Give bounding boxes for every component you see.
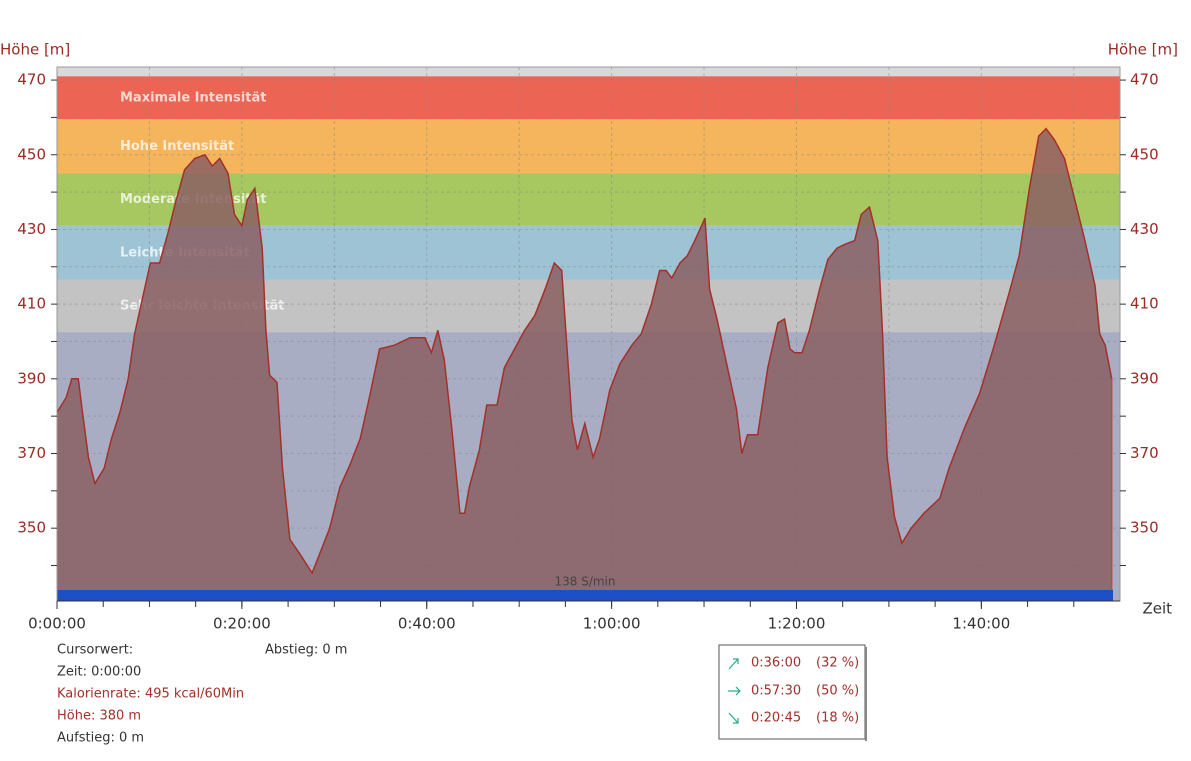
x-tick-label: 1:00:00 (583, 615, 641, 633)
y-tick-label: 450 (17, 145, 46, 163)
cursor-height: Höhe: 380 m (57, 709, 141, 724)
zone-label: Hohe Intensität (120, 139, 234, 154)
arrow-flat (728, 686, 741, 696)
arrow-up (728, 658, 739, 670)
cursor-ascent: Aufstieg: 0 m (57, 731, 144, 746)
zone-band (57, 119, 1120, 174)
y2-tick-label: 450 (1130, 145, 1159, 163)
x-tick-label: 0:20:00 (213, 615, 271, 633)
summary-time: 0:57:30 (751, 684, 801, 699)
cursor-time: Zeit: 0:00:00 (57, 665, 141, 680)
summary-box (718, 644, 866, 740)
y-tick-label: 410 (17, 295, 46, 313)
pulse-bar (57, 590, 1113, 601)
y2-tick-label: 410 (1130, 295, 1159, 313)
summary-time: 0:20:45 (751, 711, 801, 726)
y-tick-label: 390 (17, 369, 46, 387)
y-tick-label: 370 (17, 444, 46, 462)
x-tick-label: 0:00:00 (28, 615, 86, 633)
area-fill (57, 128, 1112, 601)
x-tick-label: 1:40:00 (952, 615, 1010, 633)
summary-time: 0:36:00 (751, 656, 801, 671)
summary-share: (50 %) (816, 684, 859, 699)
pulse-label: 138 S/min (554, 575, 615, 589)
y2-tick-label: 350 (1130, 519, 1159, 537)
y-tick-label: 430 (17, 220, 46, 238)
y-tick-label: 350 (17, 519, 46, 537)
cursor-descent: Abstieg: 0 m (265, 643, 347, 658)
arrows (728, 658, 741, 724)
summary-share: (32 %) (816, 656, 859, 671)
y2-axis-label: Höhe [m] (1108, 41, 1178, 59)
y2-tick-label: 370 (1130, 444, 1159, 462)
y2-tick-label: 390 (1130, 369, 1159, 387)
zone-label: Maximale Intensität (120, 90, 266, 105)
y2-tick-label: 430 (1130, 220, 1159, 238)
x-tick-label: 0:40:00 (398, 615, 456, 633)
cursor-title: Cursorwert: (57, 643, 133, 658)
y2-tick-label: 470 (1130, 71, 1159, 89)
area-line (56, 127, 1113, 575)
y-tick-label: 470 (17, 71, 46, 89)
y-axis-label: Höhe [m] (0, 41, 70, 59)
zone-band (57, 76, 1120, 120)
summary-share: (18 %) (816, 711, 859, 726)
arrow-down (728, 712, 739, 724)
x-tick-label: 1:20:00 (768, 615, 826, 633)
x-axis-label: Zeit (1142, 600, 1172, 618)
cursor-calories: Kalorienrate: 495 kcal/60Min (57, 687, 244, 702)
